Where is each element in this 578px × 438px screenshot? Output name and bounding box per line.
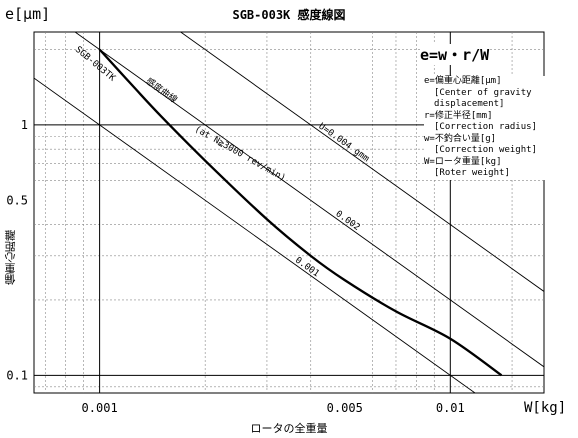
chart-title: SGB-003K 感度線図	[232, 8, 346, 22]
ref-label-u0004: U=0.004 gmm	[316, 122, 370, 165]
plot-frame	[33, 31, 545, 394]
x-tick-label: 0.01	[436, 401, 465, 415]
x-axis-label: ロータの全重量	[250, 422, 328, 435]
formula-label: e=w・r/W	[420, 44, 490, 65]
y-tick-label: 0.5	[6, 193, 28, 207]
x-tick-label: 0.001	[82, 401, 118, 415]
curve-label-condition: (at N≧3000 rev/min)	[193, 124, 288, 183]
legend-desc-e-1: [Center of gravity	[434, 87, 532, 98]
reference-line	[34, 77, 476, 393]
reference-lines	[34, 32, 544, 393]
sensitivity-curve-line	[98, 48, 503, 377]
legend: e=偏重心距離[μm] [Center of gravity displacem…	[424, 76, 574, 180]
x-axis-unit-label: W[kg]	[524, 400, 567, 416]
legend-term-w: w=不釣合い量[g]	[424, 133, 497, 144]
reference-line	[74, 32, 544, 368]
x-tick-label: 0.005	[327, 401, 363, 415]
reference-line	[179, 32, 544, 292]
legend-term-W: W=ロータ重量[kg]	[424, 156, 502, 167]
curve-label-name: 感度曲線	[144, 75, 180, 106]
curve-label-model: SGB-003TK	[73, 45, 117, 84]
ref-label-u0002: 0.002	[334, 209, 362, 233]
legend-desc-w: [Correction weight]	[434, 145, 537, 155]
legend-desc-W: [Roter weight]	[434, 168, 510, 178]
legend-term-r: r=修正半径[mm]	[424, 110, 493, 121]
y-axis-label: 偏重心距離	[4, 230, 17, 285]
y-tick-label: 1	[21, 118, 28, 132]
legend-term-e: e=偏重心距離[μm]	[424, 76, 502, 86]
sensitivity-curve-layer	[98, 48, 503, 377]
legend-desc-r: [Correction radius]	[434, 122, 537, 132]
tick-labels: 0.001 0.005 0.01 0.1 0.5 1	[6, 118, 464, 415]
legend-desc-e-2: displacement]	[434, 99, 505, 109]
y-tick-label: 0.1	[6, 368, 28, 382]
y-axis-unit-label: e[μm]	[5, 5, 51, 23]
